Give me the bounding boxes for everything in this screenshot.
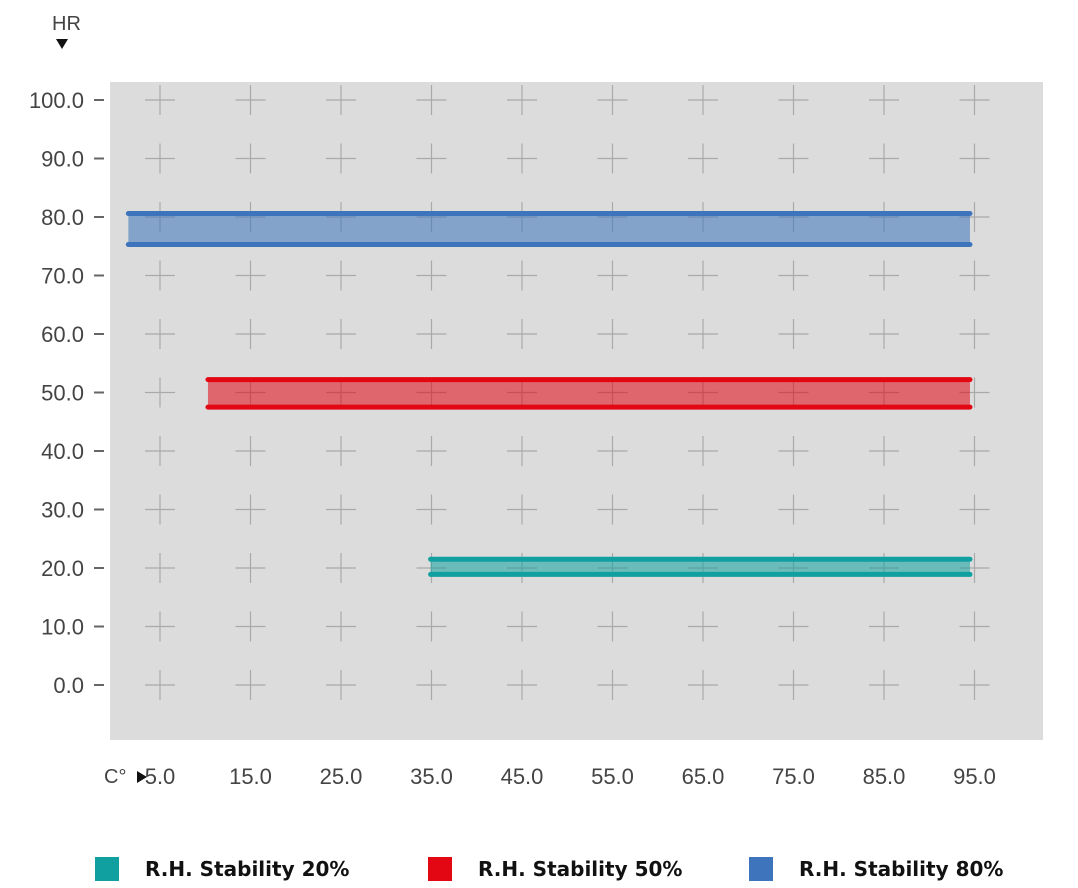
- plot-area: [110, 82, 1043, 740]
- y-tick-label: 90.0: [41, 147, 84, 172]
- legend-label-80: R.H. Stability: [799, 857, 949, 881]
- y-axis-title: HR: [52, 13, 81, 35]
- band-fill-2: [128, 213, 970, 245]
- legend-pct-80: 80%: [955, 857, 1004, 881]
- x-tick-label: 65.0: [682, 764, 725, 789]
- y-axis-arrow-icon: [56, 39, 68, 49]
- legend-swatch-20: [95, 857, 119, 881]
- series-bands: [125, 210, 973, 577]
- legend-pct-50: 50%: [634, 857, 683, 881]
- legend-label-50: R.H. Stability: [478, 857, 628, 881]
- band-fill-0: [430, 559, 970, 575]
- x-tick-labels: 5.0 15.0 25.0 35.0 45.0 55.0 65.0 75.0 85.0 95.0: [145, 764, 996, 789]
- y-tick-label: 40.0: [41, 439, 84, 464]
- band-fill-1: [207, 379, 970, 408]
- y-tick-labels: 100.0 90.0 80.0 70.0 60.0 50.0 40.0 30.0 20.0 10.…: [29, 88, 104, 698]
- x-tick-label: 85.0: [863, 764, 906, 789]
- x-tick-label: 5.0: [145, 764, 176, 789]
- legend-item-20: R.H. Stability 20%: [95, 853, 349, 885]
- legend-swatch-50: [428, 857, 452, 881]
- y-tick-label: 30.0: [41, 498, 84, 523]
- y-tick-label: 20.0: [41, 556, 84, 581]
- y-tick-label: 10.0: [41, 615, 84, 640]
- x-axis-title: C°: [104, 766, 126, 788]
- y-tick-label: 100.0: [29, 88, 84, 113]
- legend: R.H. Stability 20% R.H. Stability 50% R.…: [95, 853, 1070, 885]
- legend-item-50: R.H. Stability 50%: [428, 853, 682, 885]
- x-tick-label: 55.0: [591, 764, 634, 789]
- legend-swatch-80: [749, 857, 773, 881]
- x-tick-label: 35.0: [410, 764, 453, 789]
- y-tick-label: 80.0: [41, 205, 84, 230]
- y-tick-label: 50.0: [41, 381, 84, 406]
- x-tick-label: 25.0: [320, 764, 363, 789]
- legend-pct-20: 20%: [301, 857, 350, 881]
- y-tick-label: 60.0: [41, 322, 84, 347]
- y-tick-label: 70.0: [41, 264, 84, 289]
- x-tick-label: 45.0: [501, 764, 544, 789]
- legend-item-80: R.H. Stability 80%: [749, 853, 1003, 885]
- y-tick-label: 0.0: [53, 673, 84, 698]
- x-tick-label: 95.0: [953, 764, 996, 789]
- x-tick-label: 15.0: [229, 764, 272, 789]
- x-axis-arrow-icon: [137, 771, 147, 783]
- legend-label-20: R.H. Stability: [145, 857, 295, 881]
- x-tick-label: 75.0: [772, 764, 815, 789]
